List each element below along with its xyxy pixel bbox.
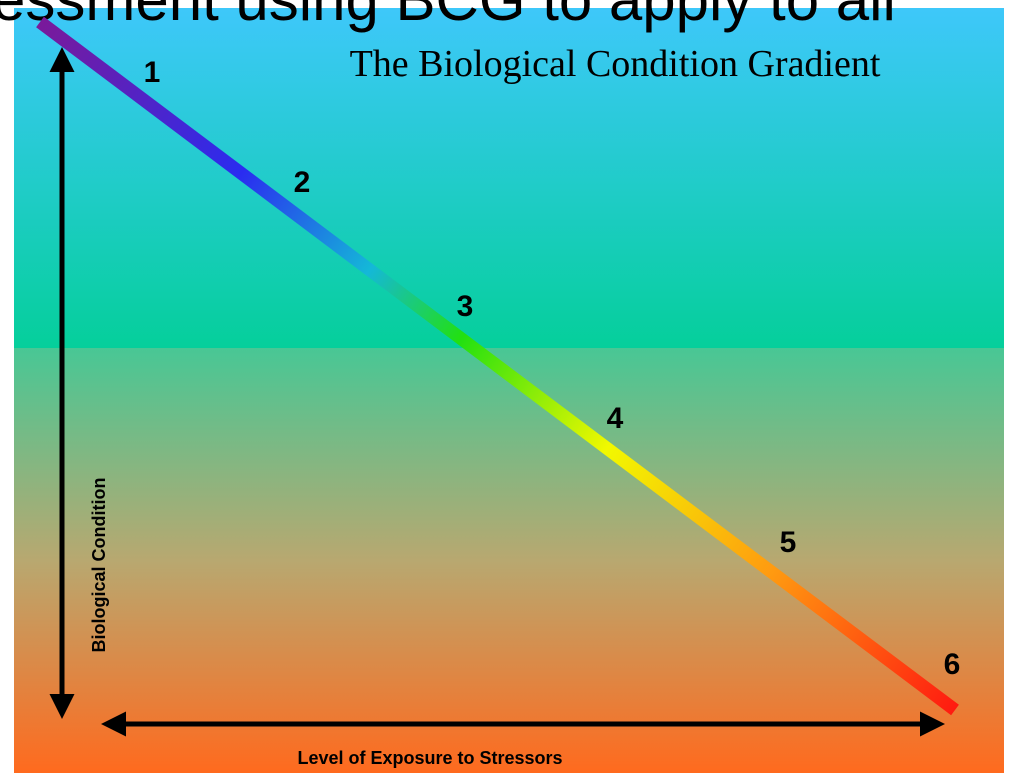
y-axis-label: Biological Condition: [89, 478, 109, 653]
tier-label: 1: [144, 56, 161, 89]
background-bottom: [14, 348, 1004, 773]
x-axis-label: Level of Exposure to Stressors: [297, 748, 562, 768]
tier-label: 5: [780, 526, 797, 559]
tier-label: 3: [457, 290, 474, 323]
background-top: [14, 8, 1004, 348]
diagram-title: The Biological Condition Gradient: [350, 43, 881, 85]
gradient-line: [36, 16, 959, 716]
tier-label: 4: [607, 402, 624, 435]
heading-fragment: essment using BCG to apply to all: [0, 0, 896, 33]
tier-label: 2: [294, 166, 311, 199]
tier-labels: 1 2 3 4 5 6: [144, 56, 961, 681]
tier-label: 6: [944, 648, 961, 681]
